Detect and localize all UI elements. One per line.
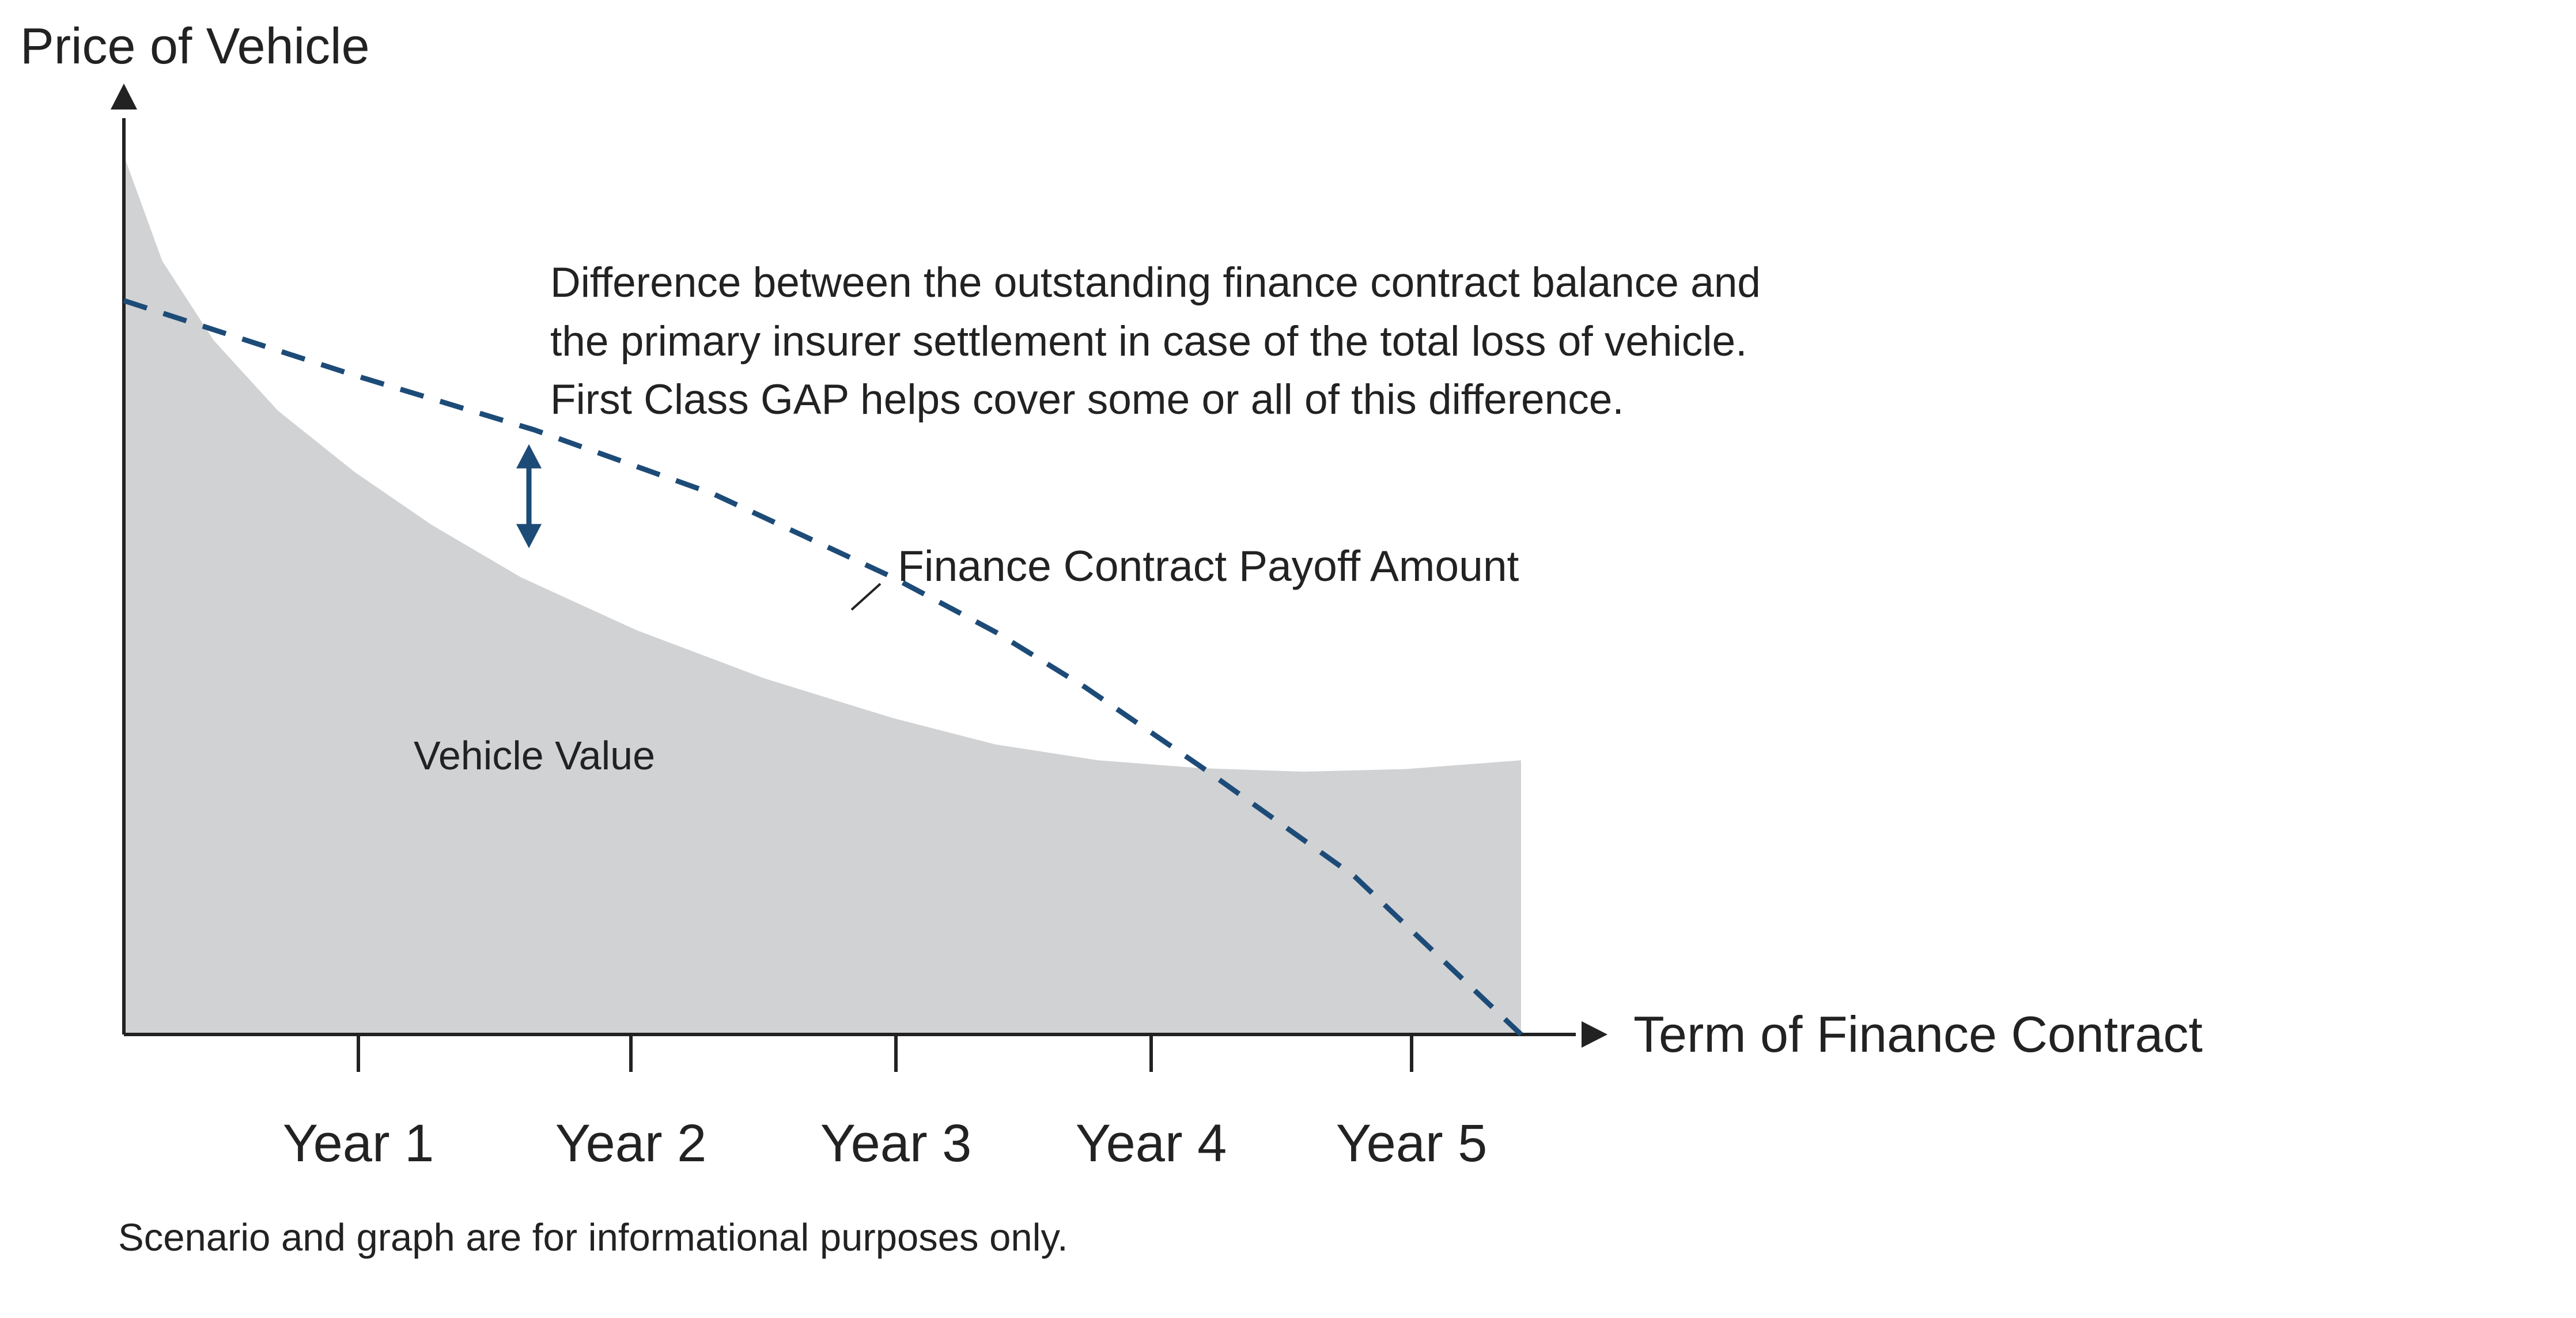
x-tick-label: Year 3 [820,1114,972,1173]
gap-annotation-line-3: First Class GAP helps cover some or all … [550,376,1624,423]
gap-annotation-line-1: Difference between the outstanding finan… [550,259,1761,306]
x-tick-label: Year 4 [1076,1114,1227,1173]
footnote: Scenario and graph are for informational… [118,1216,1068,1259]
y-axis-arrowhead [111,84,137,109]
x-tick-label: Year 2 [555,1114,707,1173]
vehicle-value-label: Vehicle Value [414,733,655,778]
x-ticks: Year 1 Year 2 Year 3 Year 4 Year 5 [283,1033,1488,1173]
x-tick-label: Year 5 [1336,1114,1488,1173]
x-tick-label: Year 1 [283,1114,434,1173]
gap-arrow-head-bottom [516,524,542,549]
gap-arrow-head-top [516,444,542,469]
gap-annotation-line-2: the primary insurer settlement in case o… [550,318,1747,365]
x-axis-arrowhead [1582,1021,1607,1048]
payoff-label-leader [850,583,882,611]
finance-contract-payoff-line [123,298,1523,1037]
y-axis-label: Price of Vehicle [20,17,370,74]
vehicle-value-area [124,156,1521,1034]
gap-difference-arrow [516,444,542,549]
x-axis-label: Term of Finance Contract [1633,1006,2203,1063]
payoff-series-label: Finance Contract Payoff Amount [898,542,1519,590]
